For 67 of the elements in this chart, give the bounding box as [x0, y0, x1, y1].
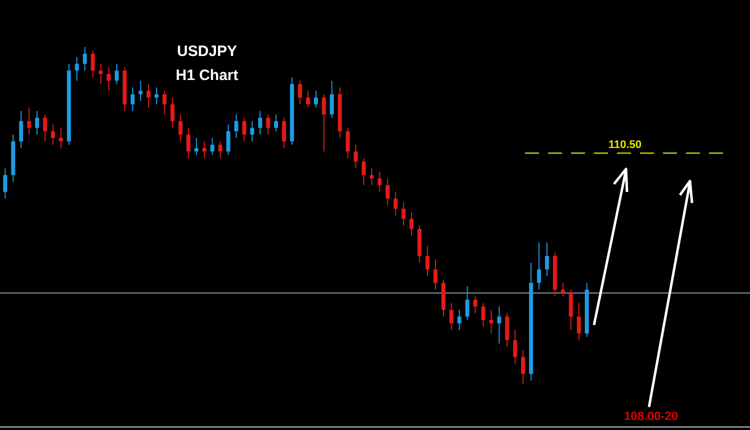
candlestick	[410, 212, 414, 236]
candlestick	[576, 302, 581, 341]
candlestick	[218, 140, 222, 159]
candlestick	[194, 137, 198, 156]
candlestick	[386, 178, 390, 206]
candlestick	[202, 140, 206, 159]
candlestick	[306, 90, 310, 108]
candlestick	[282, 117, 286, 149]
candlestick	[544, 242, 549, 277]
candlestick	[354, 144, 358, 169]
candlestick	[513, 330, 518, 364]
candlestick	[521, 350, 526, 384]
candlestick	[154, 86, 159, 105]
candlestick	[82, 46, 87, 72]
candlestick	[74, 56, 79, 82]
candlestick	[146, 84, 151, 108]
candlestick	[457, 309, 462, 331]
candlestick	[226, 124, 230, 156]
candlestick	[473, 296, 478, 314]
text: H1 Chart	[176, 67, 238, 84]
candlestick	[266, 114, 270, 136]
candlestick	[362, 158, 366, 186]
candlestick	[27, 107, 32, 136]
candlestick	[322, 94, 326, 152]
candlestick	[258, 110, 262, 136]
candlestick	[425, 245, 430, 277]
candlestick	[50, 124, 55, 146]
candlestick	[186, 127, 190, 159]
candlestick	[537, 242, 542, 290]
candlestick	[130, 86, 135, 112]
candlestick	[330, 80, 334, 118]
candlestick	[19, 110, 24, 149]
candlestick	[568, 289, 573, 331]
candlestick	[489, 309, 494, 334]
candlestick	[114, 63, 119, 85]
candlestick	[234, 114, 238, 138]
candlestick	[242, 117, 246, 142]
candlestick	[35, 110, 40, 136]
candlestick	[298, 80, 302, 105]
candlestick	[465, 286, 470, 320]
candlestick	[433, 258, 438, 290]
candlestick	[58, 127, 63, 149]
candlestick	[560, 282, 565, 297]
candlestick	[170, 97, 174, 128]
candlestick	[210, 137, 214, 156]
candlestick	[314, 90, 318, 108]
candlestick	[497, 306, 502, 344]
candlestick	[378, 171, 382, 192]
candlestick	[178, 114, 182, 142]
candlestick	[250, 120, 254, 142]
candlestick	[43, 114, 48, 142]
candlestick	[90, 50, 95, 78]
candlestick	[162, 90, 167, 115]
candlestick	[274, 114, 278, 132]
candlestick	[402, 202, 406, 226]
candlestick	[481, 302, 486, 328]
candlestick	[394, 191, 398, 216]
candlestick	[505, 312, 510, 348]
chart-title: USDJPY	[176, 43, 238, 60]
candlestick	[449, 302, 454, 331]
text: 110.50	[608, 139, 642, 152]
text: 108.00-20	[624, 409, 678, 423]
candlestick	[370, 168, 374, 186]
candlestick	[3, 168, 8, 200]
candlestick	[106, 66, 111, 92]
candlestick	[346, 127, 350, 159]
candlestick	[98, 63, 103, 85]
